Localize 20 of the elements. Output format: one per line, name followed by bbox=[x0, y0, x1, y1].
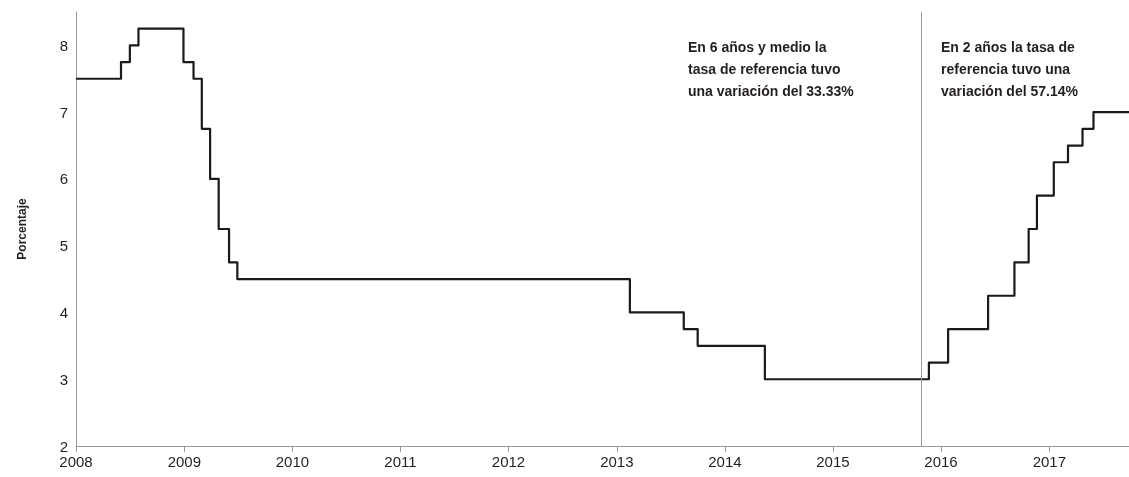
y-tick-label: 6 bbox=[59, 170, 68, 188]
y-axis-title: Porcentaje bbox=[15, 197, 29, 260]
x-tick-label: 2017 bbox=[1032, 453, 1067, 470]
x-tick-label: 2015 bbox=[816, 453, 850, 470]
x-tick-label: 2012 bbox=[491, 453, 526, 470]
x-tick-label: 2009 bbox=[167, 453, 202, 470]
x-tick-label: 2008 bbox=[59, 453, 93, 470]
x-tick-label: 2010 bbox=[275, 453, 310, 470]
x-tick-label: 2016 bbox=[924, 453, 958, 470]
annotation: En 2 años la tasa de referencia tuvo una variación del 57.14% bbox=[941, 39, 1079, 99]
y-tick-label: 8 bbox=[59, 36, 68, 54]
y-tick-label: 2 bbox=[59, 437, 68, 455]
y-tick-label: 7 bbox=[59, 103, 68, 121]
y-tick-label: 4 bbox=[59, 303, 68, 321]
y-tick-label: 3 bbox=[59, 370, 68, 388]
annotation: En 6 años y medio la tasa de referencia tuvo una variación del 33.33% bbox=[688, 39, 855, 99]
x-tick-label: 2011 bbox=[384, 453, 417, 470]
y-tick-label: 5 bbox=[59, 237, 68, 255]
x-tick-label: 2013 bbox=[600, 453, 634, 470]
x-tick-label: 2014 bbox=[708, 453, 742, 470]
